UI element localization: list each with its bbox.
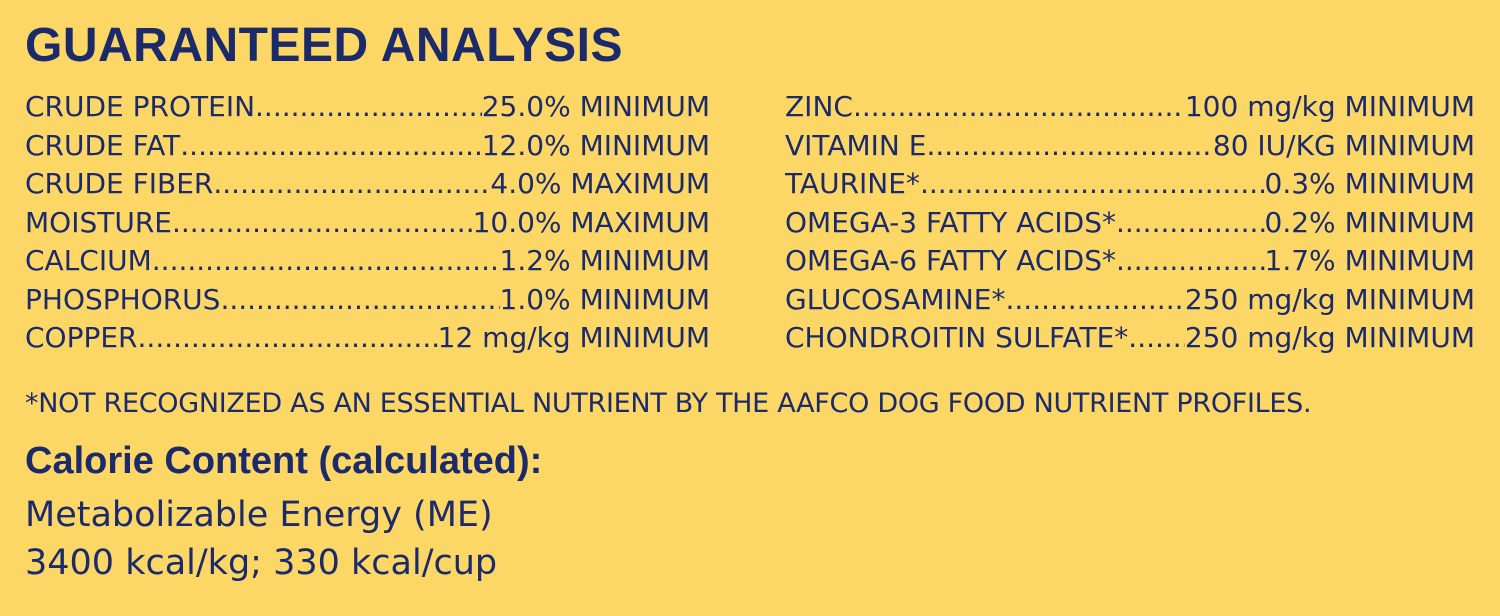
dot-leader: [213, 165, 490, 204]
nutrient-row: VITAMIN E 80 IU/KG MINIMUM: [785, 127, 1475, 166]
nutrient-value: 1.7% MINIMUM: [1264, 244, 1475, 277]
nutrient-row: CRUDE FIBER 4.0% MAXIMUM: [25, 165, 710, 204]
dot-leader: [172, 204, 473, 243]
nutrient-name: ZINC: [785, 90, 853, 123]
nutrient-row: CRUDE FAT 12.0% MINIMUM: [25, 127, 710, 166]
nutrient-name: VITAMIN E: [785, 128, 927, 162]
nutrient-name: CHONDROITIN SULFATE*: [785, 321, 1129, 354]
nutrient-name: CRUDE FAT: [25, 128, 181, 162]
nutrient-name: MOISTURE: [25, 205, 172, 239]
nutrient-list-left: CRUDE PROTEIN 25.0% MINIMUM CRUDE FAT 12…: [25, 88, 710, 358]
dot-leader: [1116, 204, 1265, 243]
page-title: GUARANTEED ANALYSIS: [25, 19, 624, 72]
dot-leader: [1128, 319, 1185, 358]
nutrient-value: 12.0% MINIMUM: [481, 128, 710, 162]
nutrient-name: TAURINE*: [785, 167, 920, 200]
nutrient-name: CALCIUM: [25, 244, 152, 277]
nutrient-value: 250 mg/kg MINIMUM: [1184, 321, 1475, 354]
nutrient-row: CRUDE PROTEIN 25.0% MINIMUM: [25, 88, 710, 127]
nutrient-value: 4.0% MAXIMUM: [490, 167, 710, 200]
nutrient-row: GLUCOSAMINE* 250 mg/kg MINIMUM: [785, 281, 1475, 320]
nutrient-name: COPPER: [25, 321, 138, 354]
nutrient-value: 25.0% MINIMUM: [481, 90, 710, 123]
nutrient-list-right: ZINC 100 mg/kg MINIMUM VITAMIN E 80 IU/K…: [785, 88, 1475, 358]
nutrient-value: 1.2% MINIMUM: [499, 244, 710, 277]
dot-leader: [138, 319, 438, 358]
dot-leader: [1006, 281, 1185, 320]
nutrient-row: OMEGA-3 FATTY ACIDS* 0.2% MINIMUM: [785, 204, 1475, 243]
dot-leader: [920, 165, 1265, 204]
nutrient-row: CALCIUM 1.2% MINIMUM: [25, 242, 710, 281]
dot-leader: [853, 88, 1185, 127]
nutrient-row: COPPER 12 mg/kg MINIMUM: [25, 319, 710, 358]
nutrient-name: PHOSPHORUS: [25, 282, 221, 316]
nutrient-value: 1.0% MINIMUM: [499, 282, 710, 316]
nutrient-value: 10.0% MAXIMUM: [472, 205, 710, 239]
dot-leader: [1116, 242, 1265, 281]
nutrient-row: TAURINE* 0.3% MINIMUM: [785, 165, 1475, 204]
footnote: *NOT RECOGNIZED AS AN ESSENTIAL NUTRIENT…: [25, 388, 1312, 419]
nutrient-value: 0.2% MINIMUM: [1264, 205, 1475, 239]
nutrient-row: OMEGA-6 FATTY ACIDS* 1.7% MINIMUM: [785, 242, 1475, 281]
nutrient-name: GLUCOSAMINE*: [785, 282, 1006, 316]
nutrient-value: 0.3% MINIMUM: [1264, 167, 1475, 200]
calorie-heading: Calorie Content (calculated):: [25, 440, 543, 482]
dot-leader: [220, 281, 499, 320]
nutrient-row: CHONDROITIN SULFATE* 250 mg/kg MINIMUM: [785, 319, 1475, 358]
nutrient-row: ZINC 100 mg/kg MINIMUM: [785, 88, 1475, 127]
nutrient-value: 80 IU/KG MINIMUM: [1212, 128, 1475, 162]
dot-leader: [152, 242, 500, 281]
dot-leader: [180, 127, 481, 166]
nutrient-value: 100 mg/kg MINIMUM: [1184, 90, 1475, 123]
nutrient-name: OMEGA-3 FATTY ACIDS*: [785, 205, 1116, 239]
nutrient-row: MOISTURE 10.0% MAXIMUM: [25, 204, 710, 243]
nutrient-name: OMEGA-6 FATTY ACIDS*: [785, 244, 1116, 277]
dot-leader: [255, 88, 482, 127]
nutrient-value: 250 mg/kg MINIMUM: [1184, 282, 1475, 316]
nutrient-value: 12 mg/kg MINIMUM: [437, 321, 710, 354]
nutrient-name: CRUDE PROTEIN: [25, 90, 256, 123]
dot-leader: [926, 127, 1212, 166]
calorie-line-values: 3400 kcal/kg; 330 kcal/cup: [25, 543, 498, 583]
nutrient-row: PHOSPHORUS 1.0% MINIMUM: [25, 281, 710, 320]
nutrient-name: CRUDE FIBER: [25, 167, 214, 200]
calorie-line-energy: Metabolizable Energy (ME): [25, 495, 493, 535]
